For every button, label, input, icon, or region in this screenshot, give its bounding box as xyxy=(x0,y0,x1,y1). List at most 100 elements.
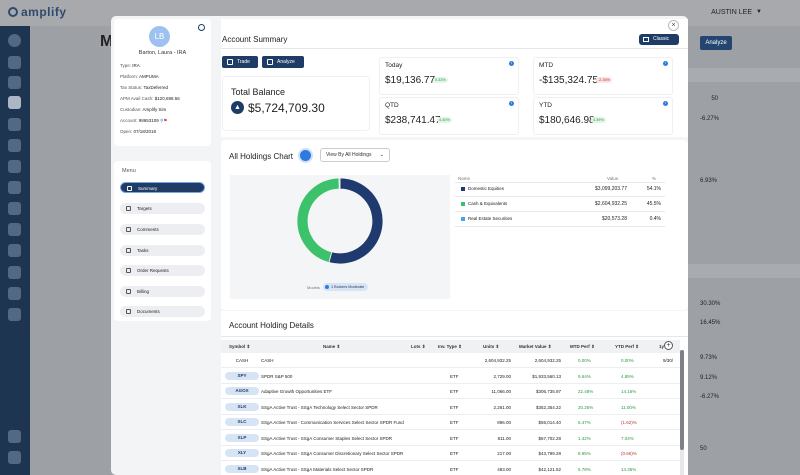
legend-header-value: Value xyxy=(607,176,619,181)
tasks-icon[interactable] xyxy=(8,266,21,279)
menu-item-tasks[interactable]: Tasks xyxy=(120,245,205,256)
legend-pct: 54.1% xyxy=(646,186,661,192)
symbol-link[interactable]: AGOX xyxy=(225,387,259,395)
cell-market-value: $55,014.40 xyxy=(538,420,561,425)
info-icon[interactable]: i xyxy=(509,61,514,66)
account-detail-icon[interactable] xyxy=(8,96,21,109)
table-row[interactable]: XLY SSgA Active Trust - SSgA Consumer Dis… xyxy=(221,446,680,461)
slice-real-estate[interactable] xyxy=(338,177,341,190)
model-pill[interactable]: 1 Brokers Moderate xyxy=(323,283,369,291)
models-label: Models xyxy=(307,285,320,290)
reports-icon[interactable] xyxy=(8,118,21,131)
menu-item-documents[interactable]: Documents xyxy=(120,306,205,317)
bank-icon[interactable] xyxy=(8,430,21,443)
menu-item-comments[interactable]: Comments xyxy=(120,224,205,235)
symbol-link[interactable]: XLK xyxy=(225,402,259,411)
settings-icon[interactable] xyxy=(198,24,205,31)
models-icon[interactable] xyxy=(8,139,21,152)
rebalance-icon[interactable] xyxy=(8,181,21,194)
divider xyxy=(455,211,665,212)
table-row[interactable]: XLK SSgA Active Trust - SSgA Technology S… xyxy=(221,400,680,415)
cell-mtd-perf: 20.25% xyxy=(578,404,594,410)
info-icon[interactable]: i xyxy=(663,61,668,66)
menu-item-order-requests[interactable]: Order Requests xyxy=(120,265,205,276)
legend-row-real-estate[interactable]: Real Estate Securities $20,573.28 0.4% xyxy=(455,212,665,226)
view-by-select[interactable]: View By All Holdings ⌄ xyxy=(320,148,390,162)
th-ytd-perf[interactable]: YTD Perf ⇕ xyxy=(615,344,640,349)
th-symbol[interactable]: Symbol ⇕ xyxy=(229,344,251,349)
background-analyze-button[interactable]: Analyze xyxy=(700,36,732,50)
symbol-link[interactable]: XLY xyxy=(225,449,259,457)
background-column-header-2 xyxy=(676,264,800,278)
cell-name: Adaptive Growth Opportunities ETF xyxy=(261,389,333,394)
table-row[interactable]: XLB SSgA Active Trust - SSgA Materials Se… xyxy=(221,462,680,475)
table-row[interactable]: XLC SSgA Active Trust - Communication Ser… xyxy=(221,415,680,430)
stat-qtd: QTD $238,741.47 4.40% i xyxy=(379,97,519,135)
compliance-icon[interactable] xyxy=(8,287,21,300)
cell-name: SPDR S&P 500 xyxy=(261,373,293,379)
stat-change: 0.33% xyxy=(433,77,448,83)
trade-button[interactable]: Trade xyxy=(222,56,258,68)
trading-icon[interactable] xyxy=(8,160,21,173)
th-inv-type[interactable]: Inv. Type ⇕ xyxy=(438,344,462,349)
cell-units: 811.00 xyxy=(497,435,511,441)
close-button[interactable]: × xyxy=(668,20,679,31)
menu-item-summary[interactable]: Summary xyxy=(120,182,205,193)
chart-toggle[interactable] xyxy=(298,148,313,163)
legend-row-domestic[interactable]: Domestic Equities $3,099,203.77 54.1% xyxy=(455,182,665,196)
info-icon[interactable]: i xyxy=(509,101,514,106)
legend-row-cash[interactable]: Cash & Equivalents $2,604,932.25 45.5% xyxy=(455,197,665,211)
symbol-link[interactable]: XLB xyxy=(225,464,259,473)
symbol-link[interactable]: XLP xyxy=(225,433,259,442)
th-market-value[interactable]: Market Value ⇕ xyxy=(519,344,552,349)
documents-icon[interactable] xyxy=(8,308,21,321)
symbol-link[interactable]: XLC xyxy=(225,418,259,426)
user-menu[interactable]: AUSTIN LEE xyxy=(711,9,752,16)
background-title: M xyxy=(100,33,114,50)
symbol-link[interactable]: SPY xyxy=(225,371,259,380)
slice-cash-equivalents[interactable] xyxy=(296,177,340,264)
cell-units: 896.00 xyxy=(497,420,511,425)
cell-mtd-perf: 0.00% xyxy=(578,358,591,363)
cell-inv-type: ETF xyxy=(450,404,459,410)
th-1y[interactable]: 1y xyxy=(659,344,665,349)
settings-icon[interactable] xyxy=(8,451,21,464)
scrollbar-thumb[interactable] xyxy=(680,350,684,450)
users-icon[interactable] xyxy=(8,202,21,215)
chevron-down-icon[interactable]: ▼ xyxy=(756,9,762,15)
collapse-icon[interactable] xyxy=(8,34,21,47)
stat-value: -$135,324.75 xyxy=(539,75,598,86)
profile-row: Type: IRA xyxy=(120,63,140,68)
billing-icon[interactable] xyxy=(8,223,21,236)
info-icon[interactable]: i xyxy=(663,101,668,106)
cell-name: CASH xyxy=(261,358,274,363)
accounts-icon[interactable] xyxy=(8,76,21,89)
add-column-button[interactable]: + xyxy=(664,341,673,350)
menu-item-billing[interactable]: Billing xyxy=(120,286,205,297)
table-row[interactable]: AGOX Adaptive Growth Opportunities ETF ETF… xyxy=(221,384,680,399)
th-mtd-perf[interactable]: MTD Perf ⇕ xyxy=(570,344,595,349)
cell-inv-type: ETF xyxy=(450,435,459,441)
background-value: 6.93% xyxy=(700,178,718,184)
cell-name: SSgA Active Trust - Communication Servic… xyxy=(261,420,404,425)
cell-ytd-perf: 14.36% xyxy=(621,466,637,472)
avatar: LB xyxy=(149,26,170,47)
link-icon[interactable]: ⚲ xyxy=(160,118,164,123)
table-row[interactable]: XLP SSgA Active Trust - SSgA Consumer Sta… xyxy=(221,431,680,446)
th-lots[interactable]: Lots ⇕ xyxy=(411,344,426,349)
classic-button[interactable]: Classic xyxy=(639,34,679,45)
stat-label: MTD xyxy=(539,62,554,69)
menu-item-targets[interactable]: Targets xyxy=(120,203,205,214)
analyze-button[interactable]: Analyze xyxy=(262,56,304,68)
summary-icon xyxy=(127,186,132,191)
slice-domestic-equities[interactable] xyxy=(328,177,384,265)
cell-ytd-perf: 4.85% xyxy=(621,373,634,379)
table-row[interactable]: SPY SPDR S&P 500 ETF 2,729.00 $1,933,560.13 9… xyxy=(221,369,680,384)
dashboard-icon[interactable] xyxy=(8,56,21,69)
table-row[interactable]: CASH CASH 2,604,932.25 2,604,932.25 0.00% 0.0… xyxy=(221,353,680,368)
profile-row: Platform: AMPUMA xyxy=(120,74,159,79)
analytics-icon[interactable] xyxy=(8,244,21,257)
th-name[interactable]: Name ⇕ xyxy=(323,344,341,349)
profile-row: APM Avail Cash: $120,698.56 xyxy=(120,96,180,101)
th-units[interactable]: Units ⇕ xyxy=(483,344,500,349)
